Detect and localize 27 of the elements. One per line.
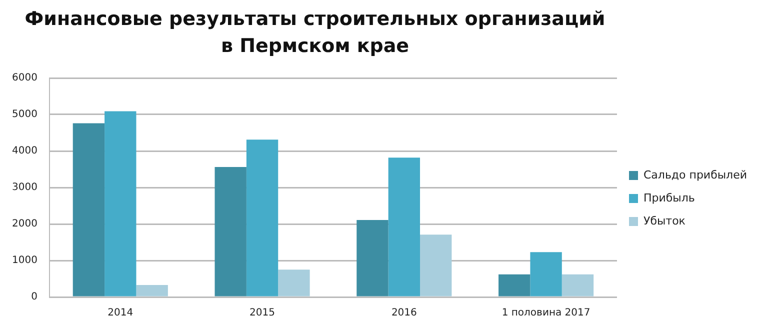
bar (530, 252, 562, 296)
chart-title: Финансовые результаты строительных организаций в Пермском крае (24, 7, 606, 59)
bar (356, 220, 388, 296)
y-tick-label: 6000 (12, 72, 38, 84)
y-tick-label: 2000 (12, 218, 38, 230)
y-tick-label: 0 (31, 292, 38, 303)
legend-label: Прибыль (643, 191, 695, 204)
bar (246, 140, 278, 296)
bar (562, 274, 594, 296)
x-tick-label: 2016 (391, 308, 417, 319)
y-tick-label: 1000 (12, 255, 38, 266)
x-tick-label: 1 половина 2017 (502, 308, 590, 319)
bar (420, 234, 452, 296)
legend-label: Убыток (643, 214, 686, 228)
bar (498, 274, 530, 296)
bar (214, 167, 246, 296)
x-tick-label: 2014 (108, 308, 134, 319)
bar (72, 123, 105, 296)
bar (104, 111, 136, 296)
y-tick-label: 4000 (12, 146, 38, 157)
y-tick-label: 3000 (12, 182, 38, 194)
bar (136, 284, 168, 296)
bar (388, 158, 420, 296)
x-tick-label: 2015 (250, 308, 276, 319)
y-tick-label: 5000 (12, 109, 38, 120)
legend-label: Сальдо прибылей (643, 168, 748, 182)
bar (278, 270, 310, 296)
